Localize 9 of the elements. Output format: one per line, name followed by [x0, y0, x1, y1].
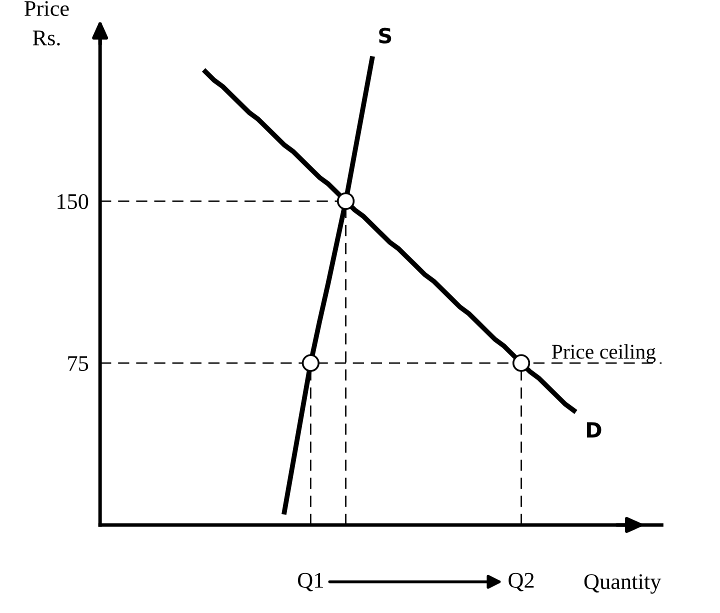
x-tick-label: Q1 [298, 572, 323, 592]
ref-line-label: Price ceiling [552, 344, 656, 364]
y-tick-label: 150 [58, 194, 88, 210]
y-tick-label: 75 [68, 356, 88, 371]
y-axis-title: Price Rs. [24, 1, 69, 46]
series-label: D [586, 422, 602, 438]
x-tick-label: Q2 [508, 572, 534, 592]
series-label: S [379, 28, 392, 44]
x-axis-title: Quantity [584, 574, 662, 594]
